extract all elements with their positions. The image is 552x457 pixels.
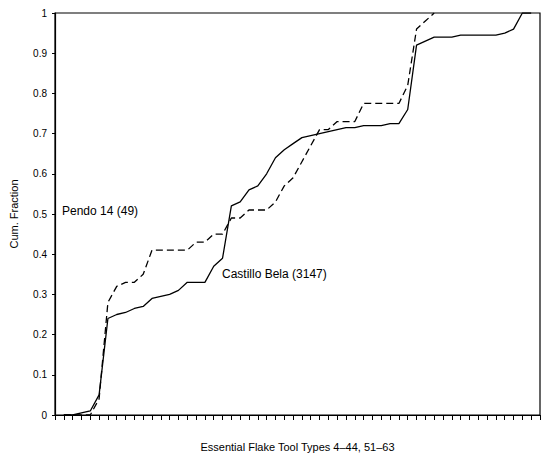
svg-text:Pendo 14 (49): Pendo 14 (49) <box>62 204 138 218</box>
svg-text:Cum. Fraction: Cum. Fraction <box>8 179 20 248</box>
svg-text:0.9: 0.9 <box>33 48 47 59</box>
svg-text:0.6: 0.6 <box>33 168 47 179</box>
svg-text:0.2: 0.2 <box>33 329 47 340</box>
svg-text:0: 0 <box>41 410 47 421</box>
svg-text:0.5: 0.5 <box>33 209 47 220</box>
svg-text:0.3: 0.3 <box>33 289 47 300</box>
svg-text:Essential Flake Tool Types 4–4: Essential Flake Tool Types 4–44, 51–63 <box>200 441 394 453</box>
svg-text:Castillo Bela (3147): Castillo Bela (3147) <box>222 267 327 281</box>
svg-text:0.7: 0.7 <box>33 128 47 139</box>
svg-text:0.1: 0.1 <box>33 369 47 380</box>
svg-text:0.8: 0.8 <box>33 88 47 99</box>
svg-text:1: 1 <box>41 8 47 19</box>
svg-text:0.4: 0.4 <box>33 249 47 260</box>
